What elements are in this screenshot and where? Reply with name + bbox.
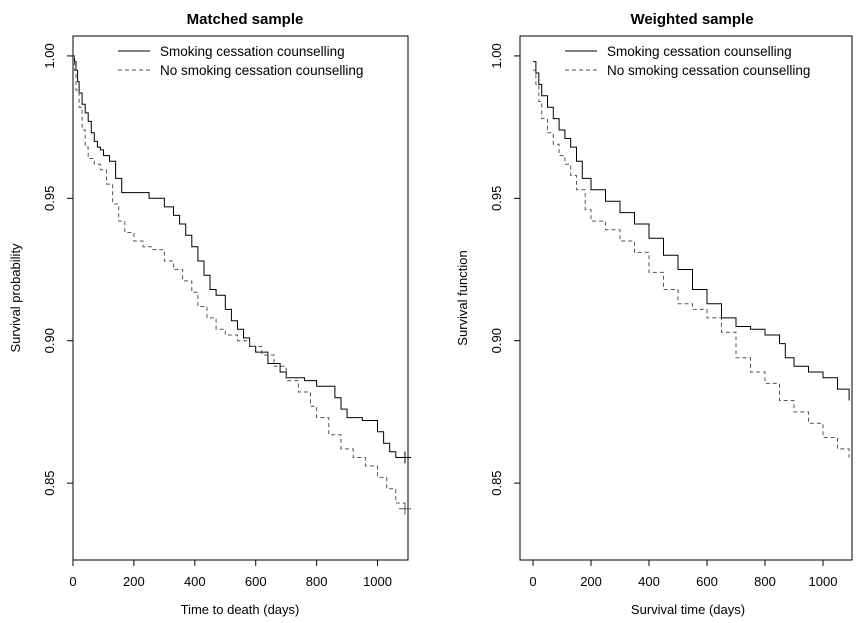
legend-label: Smoking cessation counselling xyxy=(160,44,345,59)
chart-title: Matched sample xyxy=(187,11,304,28)
series-line-counselling xyxy=(533,61,850,401)
legend-label: No smoking cessation counselling xyxy=(160,63,363,78)
x-axis-label: Survival time (days) xyxy=(631,602,745,617)
y-tick-label: 1.00 xyxy=(489,43,504,68)
x-axis: 0 200 400 600 800 1000 xyxy=(69,560,392,589)
x-tick-label: 0 xyxy=(69,574,76,589)
x-tick-label: 600 xyxy=(696,574,718,589)
plot-frame xyxy=(519,35,853,561)
x-axis-label: Time to death (days) xyxy=(181,602,300,617)
x-tick-label: 800 xyxy=(754,574,776,589)
y-tick-label: 0.90 xyxy=(489,328,504,353)
legend-label: Smoking cessation counselling xyxy=(607,44,792,59)
y-axis: 0.85 0.90 0.95 1.00 xyxy=(42,43,73,496)
series-line-no-counselling xyxy=(533,69,850,458)
series-line-no-counselling xyxy=(73,55,406,509)
series-line-counselling xyxy=(73,55,405,458)
plot-area xyxy=(533,61,850,458)
legend: Smoking cessation counselling No smoking… xyxy=(118,44,363,78)
x-tick-label: 600 xyxy=(245,574,267,589)
panel-matched: Matched sample 0 200 400 600 800 1000 0.85 0.9… xyxy=(8,11,411,617)
x-tick-label: 200 xyxy=(580,574,602,589)
censor-mark xyxy=(398,451,411,464)
x-tick-label: 400 xyxy=(184,574,206,589)
y-tick-label: 0.85 xyxy=(42,470,57,495)
x-tick-label: 1000 xyxy=(363,574,392,589)
censor-mark xyxy=(398,502,411,515)
panel-weighted: Weighted sample 0 200 400 600 800 1000 0.850.… xyxy=(455,11,853,617)
y-tick-label: 0.85 xyxy=(489,470,504,495)
x-tick-label: 1000 xyxy=(809,574,838,589)
plot-frame xyxy=(72,35,409,561)
y-axis-label: Survival function xyxy=(455,250,470,345)
y-axis-label: Survival probability xyxy=(8,243,23,353)
y-tick-label: 0.95 xyxy=(489,186,504,211)
legend: Smoking cessation counselling No smoking… xyxy=(565,44,810,78)
plot-area xyxy=(73,55,411,515)
x-tick-label: 0 xyxy=(529,574,536,589)
y-tick-label: 0.95 xyxy=(42,186,57,211)
x-axis: 0 200 400 600 800 1000 xyxy=(529,560,837,589)
x-tick-label: 200 xyxy=(123,574,145,589)
chart-title: Weighted sample xyxy=(630,11,753,28)
x-tick-label: 400 xyxy=(638,574,660,589)
y-tick-label: 0.90 xyxy=(42,328,57,353)
y-axis: 0.85 0.90 0.95 1.00 xyxy=(489,43,520,496)
legend-label: No smoking cessation counselling xyxy=(607,63,810,78)
x-tick-label: 800 xyxy=(306,574,328,589)
y-tick-label: 1.00 xyxy=(42,43,57,68)
